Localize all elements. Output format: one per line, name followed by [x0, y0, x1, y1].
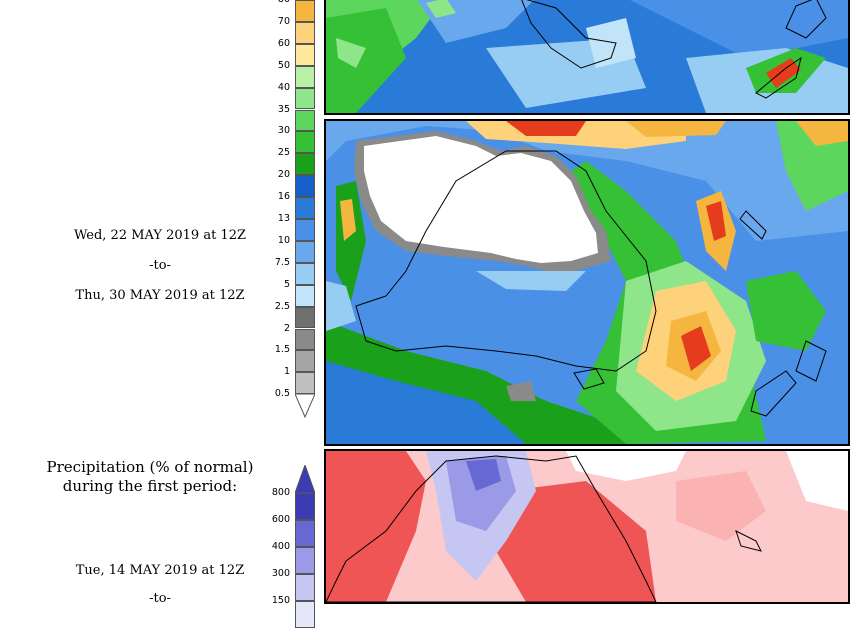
colorbar-segment	[295, 131, 315, 154]
percent-normal-map	[324, 449, 850, 604]
colorbar-tick-label: 13	[277, 213, 290, 224]
upper-period-to: -to-	[149, 258, 171, 273]
colorbar-segment	[295, 350, 315, 373]
colorbar-tick-label: 600	[271, 514, 290, 525]
colorbar-tick-label: 800	[271, 487, 290, 498]
colorbar-tick-label: 20	[277, 169, 290, 181]
colorbar-segment	[295, 547, 315, 574]
colorbar-segment	[295, 21, 315, 44]
colorbar-max-arrow	[295, 465, 315, 493]
precip-map-forecast	[324, 119, 850, 446]
colorbar-segment	[295, 520, 315, 547]
colorbar-tick-label: 5	[283, 278, 290, 290]
colorbar-segment	[295, 262, 315, 285]
colorbar-tick-label: 70	[277, 15, 290, 27]
colorbar-segment	[295, 240, 315, 263]
colorbar-tick-label: 1	[283, 366, 290, 378]
colorbar-tick-label: 60	[277, 37, 290, 49]
colorbar-tick-label: 35	[277, 103, 290, 115]
colorbar-tick-label: 300	[271, 568, 290, 579]
colorbar-tick-label: 50	[277, 59, 290, 71]
colorbar-tick-label: 2	[283, 322, 290, 334]
colorbar-tick-label: 16	[277, 191, 290, 203]
colorbar-segment	[295, 328, 315, 351]
upper-period-labels: Wed, 22 MAY 2019 at 12Z -to- Thu, 30 MAY…	[40, 228, 280, 303]
colorbar-tick-label: 80	[250, 0, 290, 5]
colorbar-segment	[295, 574, 315, 601]
colorbar-tick-label: 2.5	[274, 300, 290, 312]
colorbar-tick-label: 25	[277, 147, 290, 159]
precip-colorbar	[295, 0, 315, 419]
precip-map-top	[324, 0, 850, 115]
colorbar-tick-label: 1.5	[274, 344, 290, 356]
upper-period-start: Wed, 22 MAY 2019 at 12Z	[73, 228, 247, 243]
colorbar-segment	[295, 197, 315, 219]
colorbar-segment	[295, 109, 315, 132]
colorbar-min-arrow	[295, 394, 315, 419]
colorbar-tick-label: 150	[271, 595, 290, 606]
colorbar-segment	[295, 219, 315, 241]
colorbar-segment	[295, 306, 315, 329]
colorbar-segment	[295, 372, 315, 395]
colorbar-segment	[295, 153, 315, 176]
percent-normal-colorbar	[295, 465, 315, 628]
colorbar-tick-label: 400	[271, 541, 290, 552]
upper-period-end: Thu, 30 MAY 2019 at 12Z	[75, 288, 245, 303]
colorbar-segment	[295, 87, 315, 110]
colorbar-segment	[295, 0, 315, 22]
lower-period-start: Tue, 14 MAY 2019 at 12Z	[75, 563, 245, 578]
colorbar-segment	[295, 601, 315, 628]
colorbar-tick-label: 7.5	[274, 256, 290, 268]
colorbar-tick-label: 40	[277, 81, 290, 93]
colorbar-tick-label: 0.5	[274, 388, 290, 400]
colorbar-tick-label: 30	[277, 125, 290, 137]
colorbar-tick-label: 10	[277, 234, 290, 246]
colorbar-segment	[295, 65, 315, 88]
colorbar-segment	[295, 493, 315, 520]
lower-period-to: -to-	[149, 591, 171, 606]
lower-panel-title: Precipitation (% of normal) during the f…	[46, 458, 254, 495]
colorbar-segment	[295, 43, 315, 66]
colorbar-segment	[295, 284, 315, 307]
colorbar-segment	[295, 175, 315, 198]
